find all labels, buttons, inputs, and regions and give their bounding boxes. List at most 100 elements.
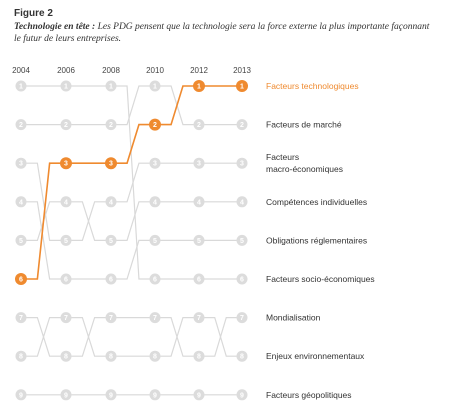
series-4-point-2013: [236, 234, 248, 246]
series-7-rank-2013: 8: [240, 354, 244, 361]
category-label-6: Facteurs socio-économiques: [266, 274, 375, 284]
category-label-7-line-1: Mondialisation: [266, 313, 321, 323]
series-line-4: [26, 201, 237, 280]
series-3-point-2010: [149, 196, 161, 208]
series-2-point-2012: [193, 157, 205, 169]
series-6-point-2013: [236, 312, 248, 324]
category-label-2-line-1: Facteurs de marché: [266, 120, 342, 130]
series-2-rank-2008: 4: [109, 199, 113, 206]
series-0-point-2013: [236, 80, 248, 92]
series-3-point-2008: [105, 234, 117, 246]
series-1-point-2004: [15, 119, 27, 131]
series-0-point-2004: [15, 273, 27, 285]
caption-lead: Technologie en tête :: [14, 22, 96, 32]
series-4-rank-2013: 5: [240, 238, 244, 245]
series-0-rank-2008: 3: [109, 161, 113, 168]
category-label-7: Mondialisation: [266, 313, 321, 323]
series-0-rank-2006: 3: [64, 161, 68, 168]
series-8-point-2013: [236, 389, 248, 401]
series-3-point-2004: [15, 234, 27, 246]
series-4-rank-2006: 6: [64, 277, 68, 284]
series-1-point-2010: [149, 80, 161, 92]
year-tick-2004: 2004: [12, 66, 30, 75]
series-5-rank-2012: 6: [197, 277, 201, 284]
series-4-rank-2008: 6: [109, 277, 113, 284]
category-label-3-line-1: Facteurs: [266, 152, 299, 162]
series-5-point-2013: [236, 273, 248, 285]
series-8-point-2008: [105, 389, 117, 401]
series-8-point-2004: [15, 389, 27, 401]
series-8-rank-2008: 9: [109, 392, 113, 399]
category-label-9: Facteurs géopolitiques: [266, 390, 352, 400]
series-1-rank-2012: 2: [197, 122, 201, 129]
series-8-point-2010: [149, 389, 161, 401]
series-7-point-2013: [236, 350, 248, 362]
series-1-rank-2013: 2: [240, 122, 244, 129]
series-7-rank-2012: 7: [197, 315, 201, 322]
series-1-point-2006: [60, 119, 72, 131]
series-0-point-2008: [105, 157, 117, 170]
series-6-rank-2008: 7: [109, 315, 113, 322]
series-8-rank-2012: 9: [197, 392, 201, 399]
series-0-rank-2010: 2: [153, 122, 157, 129]
caption-text: Les PDG pensent que la technologie sera …: [14, 22, 430, 44]
series-3-rank-2010: 4: [153, 199, 157, 206]
series-4-point-2004: [15, 196, 27, 208]
series-8-rank-2010: 9: [153, 392, 157, 399]
category-label-8-line-1: Enjeux environnementaux: [266, 351, 365, 361]
series-6-rank-2004: 7: [19, 315, 23, 322]
year-tick-2006: 2006: [57, 66, 75, 75]
series-2-rank-2004: 3: [19, 161, 23, 168]
category-label-2: Facteurs de marché: [266, 120, 342, 130]
series-0-rank-2013: 1: [240, 84, 244, 91]
series-4-point-2010: [149, 234, 161, 246]
category-label-5: Obligations réglementaires: [266, 235, 367, 245]
figure-caption: Technologie en tête : Les PDG pensent qu…: [14, 21, 434, 45]
series-3-point-2006: [60, 196, 72, 208]
series-5-rank-2004: 1: [19, 84, 23, 91]
series-4-rank-2010: 5: [153, 238, 157, 245]
series-1-rank-2004: 2: [19, 122, 23, 129]
series-2-point-2006: [60, 234, 72, 246]
series-2-rank-2013: 3: [240, 161, 244, 168]
category-label-3-line-2: macro-économiques: [266, 164, 343, 174]
year-tick-2010: 2010: [146, 66, 164, 75]
series-line-7: [26, 317, 237, 357]
series-8-rank-2004: 9: [19, 392, 23, 399]
series-line-0: [26, 85, 237, 280]
series-5-rank-2013: 6: [240, 277, 244, 284]
category-label-3: Facteurs macro-économiques: [266, 152, 343, 174]
series-6-point-2012: [193, 350, 205, 362]
category-label-8: Enjeux environnementaux: [266, 351, 365, 361]
series-3-point-2013: [236, 196, 248, 208]
series-5-rank-2010: 6: [153, 277, 157, 284]
series-3-point-2012: [193, 196, 205, 208]
series-6-point-2008: [105, 312, 117, 324]
series-lines: [26, 85, 237, 396]
series-0-point-2010: [149, 118, 161, 131]
series-line-5: [26, 85, 237, 280]
category-label-4-line-1: Compétences individuelles: [266, 197, 367, 207]
series-5-rank-2006: 1: [64, 84, 68, 91]
series-4-point-2012: [193, 234, 205, 246]
series-0-point-2006: [60, 157, 72, 170]
series-3-rank-2012: 4: [197, 199, 201, 206]
series-8-point-2006: [60, 389, 72, 401]
year-axis: 2004 2006 2008 2010 2012 2013: [12, 66, 251, 75]
series-5-point-2004: [15, 80, 27, 92]
series-6-rank-2006: 8: [64, 354, 68, 361]
series-2-point-2013: [236, 157, 248, 169]
series-7-point-2004: [15, 350, 27, 362]
series-7-rank-2010: 8: [153, 354, 157, 361]
year-tick-2012: 2012: [190, 66, 208, 75]
category-label-4: Compétences individuelles: [266, 197, 367, 207]
series-5-rank-2008: 1: [109, 84, 113, 91]
series-8-rank-2006: 9: [64, 392, 68, 399]
category-labels: Facteurs technologiques Facteurs de march…: [266, 81, 375, 400]
series-1-rank-2008: 2: [109, 122, 113, 129]
series-0-point-2012: [193, 80, 205, 92]
series-nodes: 2 2 2 1 2 2 3 5 4 3 3 3 5 4 5 4 4 4 4 6 6 5 5 5 1 1 1 6 6 6 7 8 7 7 8 7 8 7 8 8…: [15, 80, 248, 401]
series-3-rank-2006: 4: [64, 199, 68, 206]
series-7-point-2008: [105, 350, 117, 362]
